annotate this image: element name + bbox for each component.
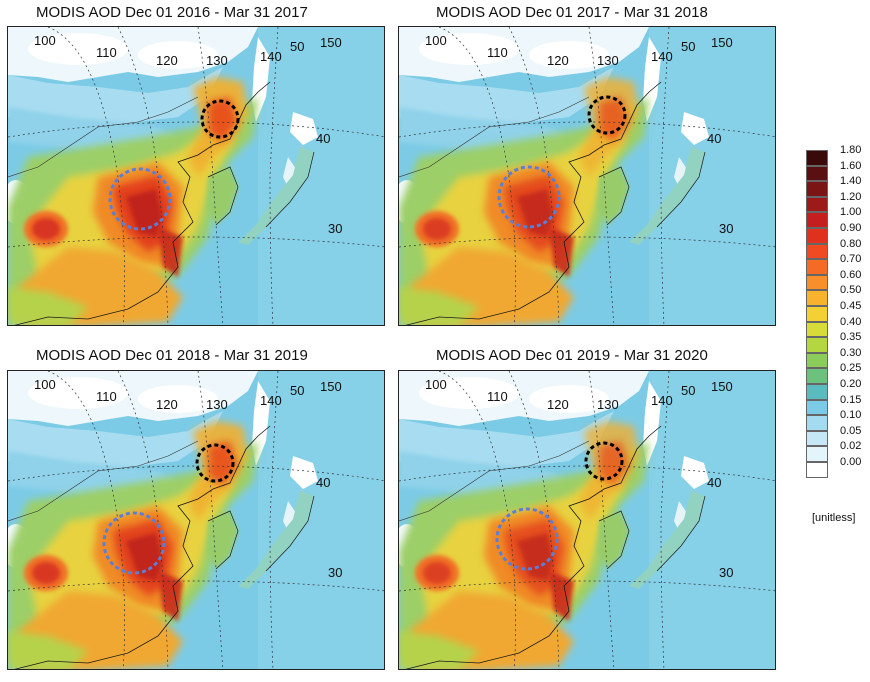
colorbar-swatch-2 <box>806 181 828 197</box>
colorbar-tick-label: 0.60 <box>840 268 862 281</box>
lon-label-110: 110 <box>487 45 508 60</box>
lon-label-130: 130 <box>206 397 228 412</box>
colorbar-swatch-3 <box>806 196 828 213</box>
colorbar-swatch-0 <box>806 150 828 166</box>
colorbar-swatch-12 <box>806 337 828 353</box>
lon-label-140: 140 <box>651 393 673 408</box>
blue-dashed-circle <box>108 167 172 231</box>
lat-label-40: 40 <box>707 131 721 146</box>
lon-label-120: 120 <box>547 53 569 68</box>
lat-label-30: 30 <box>328 221 342 236</box>
colorbar-swatch-8 <box>806 274 828 291</box>
aod-map-2018-2019: 100 110 120 130 140 50 150 40 30 <box>7 370 385 670</box>
lon-label-120: 120 <box>156 397 178 412</box>
colorbar-tick-label: 1.00 <box>840 206 862 219</box>
lat-label-30: 30 <box>719 565 733 580</box>
colorbar-tick-label: 0.35 <box>840 331 862 344</box>
colorbar-swatch-17 <box>806 415 828 431</box>
colorbar-swatch-4 <box>806 212 828 228</box>
colorbar-tick-label: 1.80 <box>840 144 862 156</box>
colorbar-tick-label: 0.80 <box>840 237 862 250</box>
colorbar-tick-label: 0.05 <box>840 424 862 437</box>
lat-label-50: 50 <box>290 383 304 398</box>
colorbar-tick-label: 1.40 <box>840 175 862 188</box>
lon-label-120: 120 <box>547 397 569 412</box>
blue-dashed-circle <box>497 165 561 229</box>
colorbar-tick-label: 0.70 <box>840 253 862 266</box>
colorbar-swatch-1 <box>806 165 828 182</box>
colorbar-swatch-20 <box>806 462 828 478</box>
colorbar-swatch-16 <box>806 399 828 416</box>
colorbar-swatch-5 <box>806 228 828 244</box>
lon-label-100: 100 <box>425 33 447 48</box>
colorbar-tick-label: 0.30 <box>840 346 862 359</box>
lon-label-140: 140 <box>260 49 282 64</box>
lon-label-150: 150 <box>320 379 342 394</box>
aod-map-2019-2020: 100 110 120 130 140 50 150 40 30 <box>398 370 776 670</box>
colorbar-tick-label: 0.15 <box>840 393 862 406</box>
lon-label-100: 100 <box>34 377 56 392</box>
colorbar-swatch-9 <box>806 290 828 306</box>
lat-label-50: 50 <box>681 39 695 54</box>
colorbar-tick-label: 0.40 <box>840 315 862 328</box>
colorbar-swatch-7 <box>806 259 828 275</box>
colorbar-swatch-14 <box>806 368 828 384</box>
lon-label-130: 130 <box>597 397 619 412</box>
colorbar-swatch-6 <box>806 243 828 260</box>
colorbar-tick-label: 0.02 <box>840 440 862 453</box>
lat-label-30: 30 <box>719 221 733 236</box>
lon-label-130: 130 <box>206 53 228 68</box>
colorbar-tick-label: 0.00 <box>840 456 862 468</box>
lat-label-40: 40 <box>707 475 721 490</box>
panel-title-1: MODIS AOD Dec 01 2016 - Mar 31 2017 <box>36 4 308 21</box>
panel-title-2: MODIS AOD Dec 01 2017 - Mar 31 2018 <box>436 4 708 21</box>
blue-dashed-circle <box>495 507 559 571</box>
lat-label-50: 50 <box>290 39 304 54</box>
lat-label-30: 30 <box>328 565 342 580</box>
colorbar-swatch-18 <box>806 430 828 447</box>
lon-label-140: 140 <box>260 393 282 408</box>
blue-dashed-circle <box>102 511 166 575</box>
aod-map-2016-2017: 100 110 120 130 140 50 150 40 30 <box>7 26 385 326</box>
colorbar-tick-label: 1.60 <box>840 159 862 172</box>
lon-label-120: 120 <box>156 53 178 68</box>
colorbar-swatch-11 <box>806 321 828 338</box>
aod-map-2017-2018: 100 110 120 130 140 50 150 40 30 <box>398 26 776 326</box>
panel-title-4: MODIS AOD Dec 01 2019 - Mar 31 2020 <box>436 347 708 364</box>
colorbar-swatch-10 <box>806 306 828 322</box>
lat-label-40: 40 <box>316 131 330 146</box>
black-dashed-circle <box>200 99 240 139</box>
lon-label-150: 150 <box>711 35 733 50</box>
lon-label-150: 150 <box>711 379 733 394</box>
lon-label-130: 130 <box>597 53 619 68</box>
lon-label-140: 140 <box>651 49 673 64</box>
lat-label-40: 40 <box>316 475 330 490</box>
lon-label-100: 100 <box>34 33 56 48</box>
lon-label-110: 110 <box>96 45 117 60</box>
lon-label-150: 150 <box>320 35 342 50</box>
colorbar-swatch-15 <box>806 384 828 400</box>
panel-title-3: MODIS AOD Dec 01 2018 - Mar 31 2019 <box>36 347 308 364</box>
lon-label-110: 110 <box>96 389 117 404</box>
lon-label-100: 100 <box>425 377 447 392</box>
colorbar-tick-label: 0.90 <box>840 222 862 234</box>
colorbar-tick-label: 0.45 <box>840 300 862 312</box>
colorbar-tick-label: 0.10 <box>840 409 862 422</box>
colorbar-tick-label: 0.25 <box>840 362 862 375</box>
colorbar-tick-label: 0.20 <box>840 378 862 390</box>
colorbar-tick-label: 1.20 <box>840 190 862 203</box>
black-dashed-circle <box>584 441 624 481</box>
colorbar-unit-label: [unitless] <box>812 512 856 524</box>
colorbar-tick-label: 0.50 <box>840 284 862 297</box>
black-dashed-circle <box>195 443 235 483</box>
black-dashed-circle <box>587 95 627 135</box>
lon-label-110: 110 <box>487 389 508 404</box>
lat-label-50: 50 <box>681 383 695 398</box>
colorbar-swatch-13 <box>806 352 828 369</box>
colorbar-swatch-19 <box>806 446 828 462</box>
